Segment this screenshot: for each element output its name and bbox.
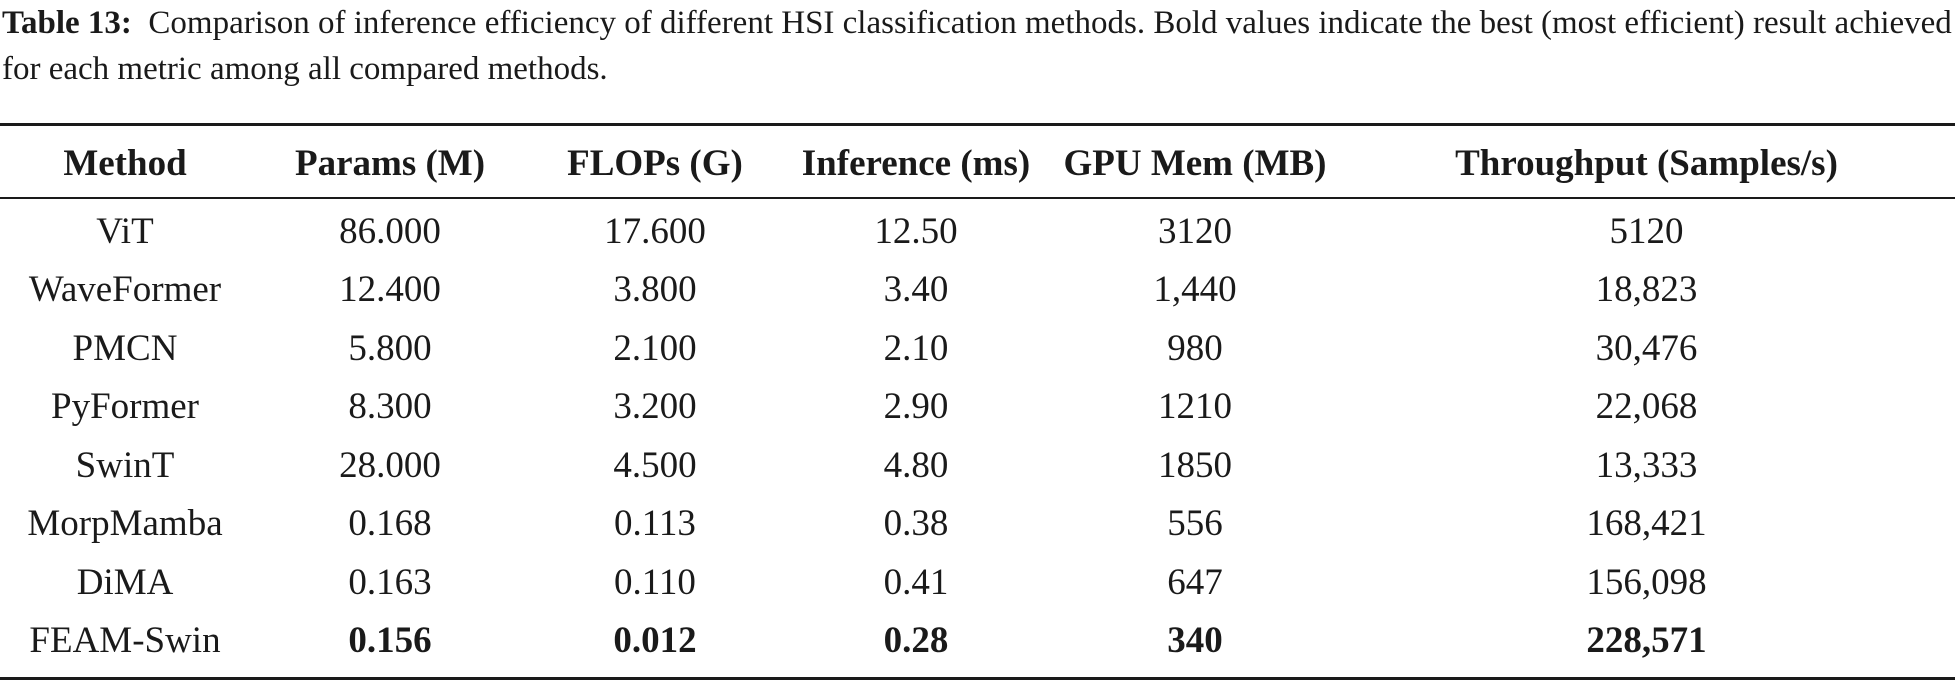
table-row: SwinT 28.000 4.500 4.80 1850 13,333 xyxy=(0,436,1955,495)
throughput-cell: 168,421 xyxy=(1586,503,1707,545)
params-cell: 0.163 xyxy=(348,561,432,603)
table-bottom-rule xyxy=(0,677,1955,680)
table-row: PyFormer 8.300 3.200 2.90 1210 22,068 xyxy=(0,378,1955,437)
table-row: ViT 86.000 17.600 12.50 3120 5120 xyxy=(0,202,1955,261)
method-cell: DiMA xyxy=(76,561,174,603)
table-header-row: Method Params (M) FLOPs (G) Inference (m… xyxy=(0,136,1955,190)
table-header-rule xyxy=(0,197,1955,199)
gpu-mem-cell: 1,440 xyxy=(1153,269,1237,311)
gpu-mem-cell: 1210 xyxy=(1158,386,1232,428)
method-cell: SwinT xyxy=(75,444,175,486)
method-cell: ViT xyxy=(96,210,154,252)
table-caption: Table 13: Comparison of inference effici… xyxy=(2,0,1952,92)
throughput-cell: 5120 xyxy=(1609,210,1684,252)
table-row: PMCN 5.800 2.100 2.10 980 30,476 xyxy=(0,319,1955,378)
params-cell: 28.000 xyxy=(339,444,441,486)
flops-cell: 2.100 xyxy=(613,327,697,369)
header-throughput: Throughput (Samples/s) xyxy=(1455,142,1838,184)
method-cell: PyFormer xyxy=(51,386,199,428)
method-cell: PMCN xyxy=(72,327,178,369)
method-cell: WaveFormer xyxy=(28,269,222,311)
params-cell: 0.168 xyxy=(348,503,432,545)
flops-cell: 0.110 xyxy=(614,561,696,603)
efficiency-table: Method Params (M) FLOPs (G) Inference (m… xyxy=(0,136,1955,670)
throughput-cell-best: 228,571 xyxy=(1586,620,1707,661)
gpu-mem-cell: 3120 xyxy=(1158,210,1232,252)
flops-cell: 3.200 xyxy=(613,386,697,428)
flops-cell: 0.113 xyxy=(614,503,696,545)
flops-cell: 17.600 xyxy=(604,210,706,252)
flops-cell: 3.800 xyxy=(613,269,697,311)
params-cell: 86.000 xyxy=(339,210,441,252)
header-params: Params (M) xyxy=(294,142,486,184)
caption-label: Table 13: xyxy=(2,5,132,41)
params-cell: 12.400 xyxy=(339,269,441,311)
inference-cell: 12.50 xyxy=(874,210,958,252)
gpu-mem-cell: 556 xyxy=(1167,503,1223,545)
inference-cell: 2.10 xyxy=(883,327,949,369)
throughput-cell: 18,823 xyxy=(1595,269,1698,311)
method-cell: MorpMamba xyxy=(27,503,223,545)
header-flops: FLOPs (G) xyxy=(567,142,743,184)
params-cell: 8.300 xyxy=(348,386,432,428)
inference-cell: 0.41 xyxy=(883,561,949,603)
method-cell: FEAM-Swin xyxy=(29,620,221,661)
caption-text: Comparison of inference efficiency of di… xyxy=(2,5,1952,87)
header-method: Method xyxy=(63,142,187,184)
table-row: MorpMamba 0.168 0.113 0.38 556 168,421 xyxy=(0,495,1955,554)
throughput-cell: 30,476 xyxy=(1595,327,1698,369)
header-gpu-mem: GPU Mem (MB) xyxy=(1063,142,1327,184)
inference-cell: 4.80 xyxy=(883,444,949,486)
table-row-best: FEAM-Swin 0.156 0.012 0.28 340 228,571 xyxy=(0,612,1955,670)
gpu-mem-cell: 980 xyxy=(1167,327,1223,369)
gpu-mem-cell: 1850 xyxy=(1158,444,1232,486)
inference-cell: 2.90 xyxy=(883,386,949,428)
flops-cell: 4.500 xyxy=(613,444,697,486)
params-cell-best: 0.156 xyxy=(348,620,432,661)
header-inference: Inference (ms) xyxy=(801,142,1031,184)
throughput-cell: 156,098 xyxy=(1586,561,1707,603)
params-cell: 5.800 xyxy=(348,327,432,369)
table-top-rule xyxy=(0,123,1955,126)
inference-cell: 3.40 xyxy=(883,269,949,311)
inference-cell-best: 0.28 xyxy=(883,620,949,661)
table-row: DiMA 0.163 0.110 0.41 647 156,098 xyxy=(0,553,1955,612)
gpu-mem-cell: 647 xyxy=(1167,561,1223,603)
throughput-cell: 13,333 xyxy=(1595,444,1698,486)
table-row: WaveFormer 12.400 3.800 3.40 1,440 18,82… xyxy=(0,261,1955,320)
throughput-cell: 22,068 xyxy=(1595,386,1698,428)
gpu-mem-cell-best: 340 xyxy=(1167,620,1223,661)
flops-cell-best: 0.012 xyxy=(613,620,697,661)
inference-cell: 0.38 xyxy=(883,503,949,545)
